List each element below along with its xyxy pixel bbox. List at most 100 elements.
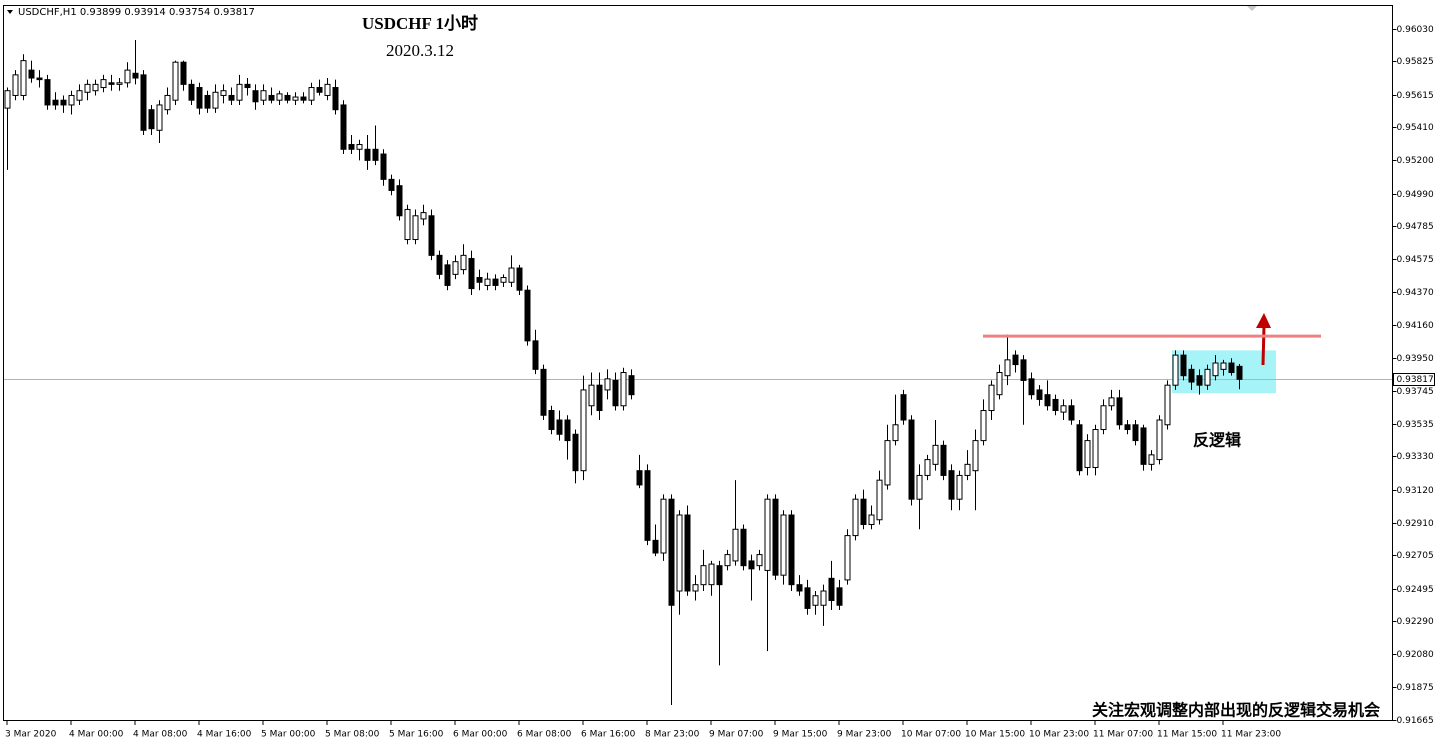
- candle-body: [844, 535, 851, 581]
- candle-body: [1052, 398, 1059, 412]
- candle-body: [780, 514, 787, 576]
- candle-body: [524, 289, 531, 342]
- candle-body: [1172, 354, 1179, 386]
- candle-body: [700, 565, 707, 586]
- candle-body: [324, 83, 331, 96]
- candle-body: [444, 264, 451, 286]
- candle-body: [948, 470, 955, 500]
- candle-body: [332, 87, 339, 111]
- candle-body: [1092, 429, 1099, 469]
- candle-body: [660, 498, 667, 554]
- candle-body: [1236, 365, 1243, 380]
- candle-body: [996, 372, 1003, 396]
- candle-body: [908, 419, 915, 500]
- candle-body: [956, 474, 963, 500]
- chart-subtitle: 2020.3.12: [386, 41, 454, 60]
- candle-body: [484, 278, 491, 286]
- y-tick-label: 0.94370: [1397, 288, 1434, 298]
- candle-body: [60, 99, 67, 106]
- plot-border: [3, 5, 1393, 721]
- candle-body: [588, 384, 595, 407]
- candle-body: [1140, 427, 1147, 465]
- candle-body: [124, 69, 131, 84]
- low-price: 0.93754: [169, 7, 210, 18]
- candle-body: [644, 470, 651, 541]
- candle-body: [276, 93, 283, 101]
- candle-body: [1076, 424, 1083, 472]
- candle-body: [116, 82, 123, 85]
- y-tick-label: 0.95410: [1397, 123, 1434, 133]
- current-price-label: 0.93817: [1397, 375, 1434, 385]
- candle-body: [196, 87, 203, 109]
- candle-body: [892, 424, 899, 442]
- candle-body: [716, 565, 723, 586]
- candle-body: [404, 208, 411, 241]
- candle-body: [188, 83, 195, 101]
- y-tick-label: 0.96030: [1397, 25, 1434, 35]
- x-tick-label: 6 Mar 00:00: [453, 730, 508, 740]
- x-tick-label: 10 Mar 07:00: [901, 730, 961, 740]
- candle-body: [612, 379, 619, 407]
- candle-body: [428, 215, 435, 256]
- candle-body: [12, 74, 19, 96]
- candle-body: [652, 539, 659, 554]
- candle-body: [244, 83, 251, 89]
- candle-body: [108, 82, 115, 85]
- y-tick-label: 0.94785: [1397, 222, 1434, 232]
- candle-body: [604, 378, 611, 391]
- candle-body: [1060, 405, 1067, 413]
- candle-body: [756, 554, 763, 567]
- candle-body: [1020, 359, 1027, 381]
- candle-body: [1132, 424, 1139, 442]
- candle-body: [1220, 362, 1227, 370]
- candle-body: [364, 148, 371, 161]
- candle-body: [348, 144, 355, 150]
- candle-body: [1028, 378, 1035, 396]
- chart-title: USDCHF 1小时: [362, 14, 478, 33]
- candle-body: [636, 470, 643, 486]
- up-arrow: [1256, 313, 1271, 366]
- scroll-marker: [1247, 6, 1257, 11]
- candle-body: [356, 144, 363, 150]
- candle-body: [396, 185, 403, 217]
- candle-body: [828, 577, 835, 602]
- x-tick-label: 11 Mar 07:00: [1093, 730, 1153, 740]
- candle-body: [300, 96, 307, 101]
- candle-body: [204, 94, 211, 109]
- candle-body: [732, 528, 739, 562]
- y-tick-label: 0.93950: [1397, 354, 1434, 364]
- candle-body: [556, 419, 563, 435]
- candle-body: [1156, 419, 1163, 461]
- candle-body: [1188, 368, 1195, 383]
- candle-body: [92, 83, 99, 92]
- candle-body: [516, 267, 523, 291]
- candle-body: [380, 153, 387, 180]
- x-tick-label: 6 Mar 16:00: [581, 730, 636, 740]
- candle-body: [668, 498, 675, 606]
- x-tick-label: 3 Mar 2020: [5, 730, 57, 740]
- candle-body: [1228, 362, 1235, 374]
- candle-body: [924, 459, 931, 476]
- candle-body: [1180, 354, 1187, 377]
- x-tick-label: 9 Mar 07:00: [709, 730, 764, 740]
- candle-body: [68, 94, 75, 106]
- candle-body: [308, 87, 315, 101]
- candle-body: [1196, 375, 1203, 386]
- x-tick-label: 5 Mar 00:00: [261, 730, 316, 740]
- candle-body: [156, 104, 163, 131]
- menu-triangle[interactable]: [7, 10, 13, 14]
- candle-body: [724, 554, 731, 567]
- candle-body: [764, 498, 771, 571]
- candle-body: [372, 148, 379, 161]
- candle-body: [100, 79, 107, 89]
- candle-body: [252, 90, 259, 103]
- candle-body: [260, 90, 267, 101]
- y-tick-label: 0.92080: [1397, 650, 1434, 660]
- candle-body: [972, 440, 979, 472]
- y-tick-label: 0.93120: [1397, 486, 1434, 496]
- candle-body: [220, 90, 227, 96]
- candle-body: [852, 498, 859, 537]
- candle-body: [812, 595, 819, 606]
- plot: [4, 40, 1243, 706]
- x-tick-label: 9 Mar 23:00: [837, 730, 892, 740]
